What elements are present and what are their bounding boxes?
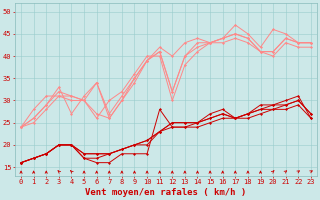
X-axis label: Vent moyen/en rafales ( km/h ): Vent moyen/en rafales ( km/h ) [85,188,247,197]
